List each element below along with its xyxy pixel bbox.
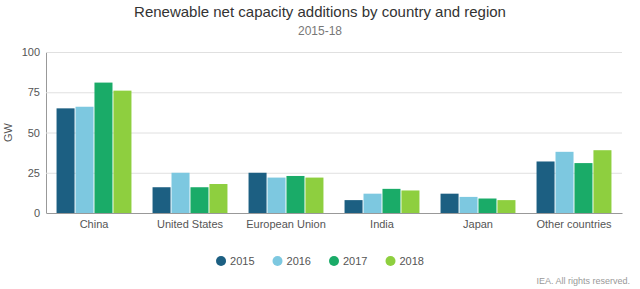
footer: IEA. All rights reserved. [536, 276, 630, 286]
plot: 0 25 50 75 100 China United States European Uni… [22, 46, 623, 230]
bar [441, 194, 459, 213]
x-axis: China United States European Union India Jap… [47, 214, 623, 230]
bar [401, 190, 419, 213]
bar [94, 83, 112, 213]
bar [190, 187, 208, 213]
bar [153, 187, 171, 213]
grid-line [46, 92, 622, 93]
bar [249, 173, 267, 213]
chart: Renewable net capacity additions by coun… [0, 0, 640, 289]
y-tick-label: 50 [28, 127, 40, 139]
legend-label: 2017 [343, 255, 367, 267]
legend-swatch [273, 256, 283, 266]
grid-line [46, 133, 622, 134]
legend-item: 2018 [385, 255, 423, 267]
x-tick: Japan [463, 218, 493, 230]
x-tick: European Union [246, 218, 326, 230]
legend-label: 2016 [287, 255, 311, 267]
y-axis: 0 25 50 75 100 [22, 46, 622, 219]
bar [537, 161, 555, 213]
y-tick: 100 [22, 46, 622, 58]
legend-label: 2015 [230, 255, 254, 267]
x-tick: China [80, 218, 110, 230]
y-tick-label: 75 [28, 86, 40, 98]
bar [364, 194, 382, 213]
legend-swatch [385, 256, 395, 266]
bar [382, 189, 400, 213]
legend-swatch [329, 256, 339, 266]
y-tick-label: 0 [34, 207, 40, 219]
legend-swatch [216, 256, 226, 266]
bar [574, 163, 592, 213]
x-tick: India [370, 218, 395, 230]
x-tick-label: European Union [246, 218, 326, 230]
x-axis-line [47, 213, 623, 214]
bar [113, 91, 131, 213]
legend-item: 2017 [329, 255, 367, 267]
title: Renewable net capacity additions by coun… [134, 3, 506, 20]
bar [478, 199, 496, 213]
x-tick: Other countries [536, 218, 612, 230]
y-axis-line [47, 53, 623, 214]
x-tick-label: United States [157, 218, 224, 230]
bar [209, 184, 227, 213]
subtitle: 2015-18 [298, 24, 342, 38]
grid-line [46, 173, 622, 174]
bar [76, 107, 94, 213]
x-tick: United States [157, 218, 224, 230]
x-tick-label: Japan [463, 218, 493, 230]
bar [593, 150, 611, 213]
bar [57, 108, 75, 213]
bar [497, 200, 515, 213]
bar [345, 200, 363, 213]
legend-item: 2015 [216, 255, 254, 267]
bar [556, 152, 574, 213]
bar [172, 173, 190, 213]
grid-line [46, 52, 622, 53]
y-tick-label: 25 [28, 167, 40, 179]
bars [57, 83, 612, 213]
grid-line [46, 213, 622, 214]
bar [268, 178, 286, 213]
legend-item: 2016 [273, 255, 311, 267]
y-axis-title: GW [2, 122, 14, 142]
legend-label: 2018 [399, 255, 423, 267]
legend: 2015 2016 2017 2018 [216, 255, 424, 267]
x-tick-label: India [370, 218, 395, 230]
x-tick-label: China [80, 218, 110, 230]
bar [286, 176, 304, 213]
x-tick-label: Other countries [536, 218, 612, 230]
bar [305, 178, 323, 213]
y-tick-label: 100 [22, 46, 40, 58]
bar [460, 197, 478, 213]
